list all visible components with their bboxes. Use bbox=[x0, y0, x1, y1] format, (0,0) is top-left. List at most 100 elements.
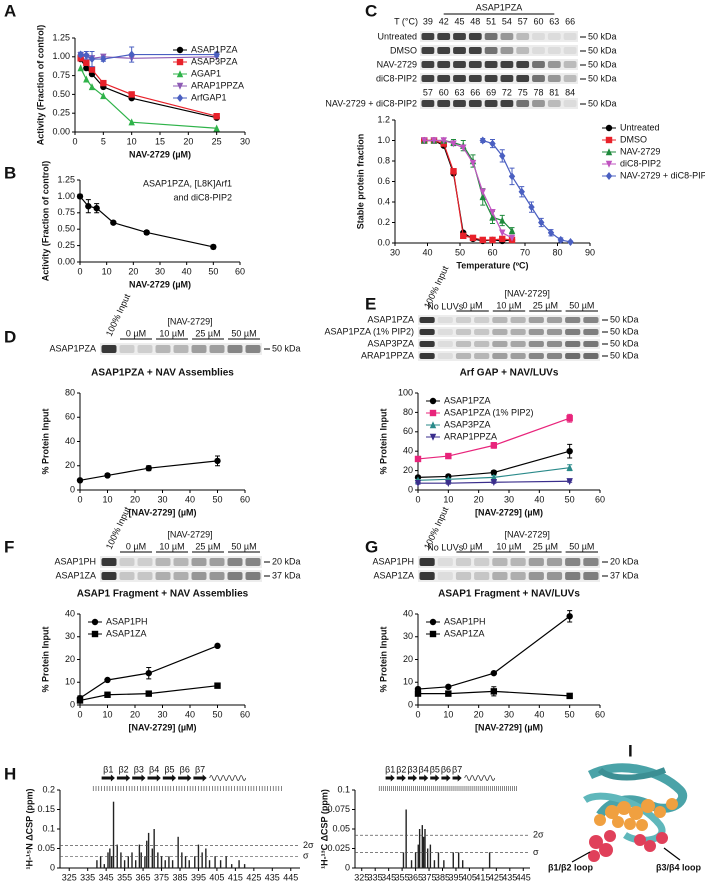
marker bbox=[566, 463, 573, 471]
bar bbox=[238, 860, 240, 868]
gel-band bbox=[421, 100, 435, 107]
gel-row-label: ASAP1PZA (1% PIP2) bbox=[324, 326, 414, 336]
gel-strip bbox=[420, 31, 578, 42]
gel-band bbox=[565, 329, 581, 335]
bar bbox=[112, 801, 115, 868]
orange-spheres bbox=[594, 798, 678, 831]
gel-band bbox=[546, 353, 563, 359]
marker bbox=[93, 205, 100, 212]
y-tick-label: 0.1 bbox=[42, 823, 55, 833]
bar bbox=[194, 856, 196, 868]
marker bbox=[128, 50, 135, 59]
gel-band bbox=[468, 61, 482, 68]
kda-label: 50 kDa bbox=[610, 338, 639, 348]
y-tick-label: 20 bbox=[403, 465, 413, 475]
marker bbox=[429, 630, 437, 638]
gel-band bbox=[455, 353, 472, 359]
gel-band bbox=[421, 33, 435, 40]
gel-row-label: NAV-2729 + diC8-PIP2 bbox=[325, 98, 417, 108]
bar bbox=[405, 809, 407, 868]
gel-band bbox=[492, 329, 508, 335]
gel-lane-label: 0 µM bbox=[126, 541, 146, 551]
marker bbox=[445, 690, 452, 697]
gel-band bbox=[547, 75, 561, 82]
x-tick-label: 30 bbox=[504, 494, 514, 504]
gel-lane-label: 0 µM bbox=[462, 300, 482, 310]
gel-lane-label: 10 µM bbox=[496, 300, 521, 310]
x-tick-label: 10 bbox=[443, 494, 453, 504]
ss-label: β3 bbox=[134, 764, 144, 774]
kda-label: 20 kDa bbox=[610, 556, 639, 566]
marker bbox=[214, 682, 221, 689]
marker bbox=[145, 464, 152, 472]
marker bbox=[429, 409, 437, 417]
bar bbox=[219, 860, 222, 868]
gel-band bbox=[119, 558, 135, 566]
gel-row-label: ASAP1PH bbox=[372, 556, 414, 566]
series-line bbox=[424, 139, 513, 239]
x-tick-label: 40 bbox=[422, 247, 432, 257]
marker bbox=[414, 480, 422, 488]
gel-band bbox=[468, 75, 482, 82]
marker bbox=[499, 151, 506, 160]
gel-band bbox=[583, 329, 599, 335]
y-tick-label: 1.25 bbox=[52, 32, 70, 42]
marker bbox=[421, 137, 428, 145]
x-tick-label: 345 bbox=[381, 872, 396, 882]
bar bbox=[181, 852, 183, 868]
y-tick-label: 10 bbox=[403, 677, 413, 687]
ss-label: β6 bbox=[441, 764, 451, 774]
gel-band bbox=[437, 353, 453, 359]
y-tick-label: 0.00 bbox=[52, 126, 70, 136]
gel-band bbox=[437, 572, 453, 580]
marker bbox=[104, 691, 111, 698]
y-axis-label: Stable protein fraction bbox=[355, 134, 365, 230]
gel-band bbox=[419, 317, 435, 323]
marker bbox=[489, 139, 496, 148]
gel-band bbox=[227, 558, 243, 566]
legend-label: ASAP1PZA (1% PIP2) bbox=[444, 407, 534, 417]
marker bbox=[499, 216, 506, 224]
ss-arrow bbox=[162, 774, 177, 782]
y-tick-label: 40 bbox=[65, 608, 75, 618]
y-tick-label: 0.6 bbox=[377, 176, 390, 186]
marker bbox=[490, 688, 498, 695]
x-tick-label: 60 bbox=[240, 709, 250, 719]
gel-band bbox=[583, 558, 599, 566]
y-tick-label: 40 bbox=[65, 436, 75, 446]
x-tick-label: 385 bbox=[172, 872, 187, 882]
gel-row-label: Untreated bbox=[377, 31, 417, 41]
kda-label: 50 kDa bbox=[610, 350, 639, 360]
gel-band bbox=[547, 33, 561, 40]
x-tick-label: 0 bbox=[415, 494, 420, 504]
gel-strip bbox=[418, 351, 600, 361]
gel-lane-label: 25 µM bbox=[195, 541, 220, 551]
gel-band bbox=[437, 61, 451, 68]
gel-band bbox=[227, 345, 243, 353]
y-tick-label: 0.50 bbox=[52, 89, 70, 99]
marker bbox=[100, 55, 107, 64]
legend-label: ASAP1ZA bbox=[444, 628, 485, 638]
gel-lane-label: 25 µM bbox=[195, 328, 220, 338]
gel-band bbox=[510, 317, 526, 323]
gel-lane-label: 25 µM bbox=[533, 541, 558, 551]
x-tick-label: 40 bbox=[182, 266, 192, 276]
gel-band bbox=[245, 345, 261, 353]
bar bbox=[144, 856, 146, 868]
kda-label: 37 kDa bbox=[272, 570, 301, 580]
panel-letter: A bbox=[4, 1, 16, 20]
gel-band bbox=[209, 345, 225, 353]
x-tick-label: 0 bbox=[72, 136, 77, 146]
bar bbox=[426, 848, 429, 868]
marker bbox=[77, 50, 84, 59]
series-line bbox=[424, 139, 513, 242]
x-tick-label: 30 bbox=[157, 494, 167, 504]
x-tick-label: 375 bbox=[422, 872, 437, 882]
marker bbox=[128, 91, 135, 98]
x-tick-label: 20 bbox=[130, 494, 140, 504]
y-tick-label: 0.15 bbox=[37, 804, 55, 814]
gel-band bbox=[421, 61, 435, 68]
loop-label: β3/β4 loop bbox=[656, 862, 701, 872]
ss-label: β5 bbox=[430, 764, 440, 774]
gel-temp: 48 bbox=[470, 16, 480, 26]
